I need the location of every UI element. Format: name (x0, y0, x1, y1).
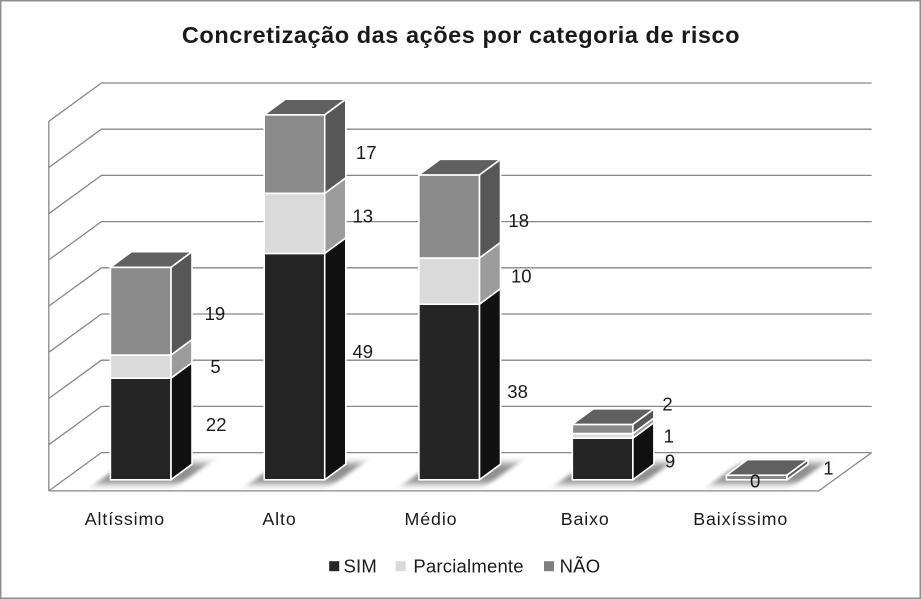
svg-text:Alto: Alto (262, 509, 296, 529)
svg-text:1: 1 (823, 458, 833, 479)
svg-text:17: 17 (356, 142, 377, 163)
svg-text:NÃO: NÃO (560, 556, 601, 577)
svg-text:9: 9 (665, 451, 675, 472)
svg-text:Altíssimo: Altíssimo (85, 509, 165, 529)
svg-text:38: 38 (507, 381, 528, 402)
svg-text:49: 49 (353, 341, 374, 362)
svg-text:18: 18 (508, 210, 529, 231)
svg-text:0: 0 (750, 471, 760, 492)
svg-text:SIM: SIM (344, 556, 378, 577)
svg-text:19: 19 (205, 303, 226, 324)
svg-text:5: 5 (210, 356, 220, 377)
svg-text:Parcialmente: Parcialmente (413, 556, 523, 577)
svg-text:2: 2 (662, 394, 672, 415)
svg-text:Concretização das ações por ca: Concretização das ações por categoria de… (182, 22, 740, 48)
svg-text:Baixo: Baixo (561, 509, 610, 529)
svg-text:Médio: Médio (405, 509, 458, 529)
svg-text:Baixíssimo: Baixíssimo (693, 509, 788, 529)
svg-text:10: 10 (511, 266, 532, 287)
svg-text:13: 13 (353, 205, 374, 226)
svg-text:1: 1 (664, 426, 674, 447)
svg-text:22: 22 (206, 414, 227, 435)
